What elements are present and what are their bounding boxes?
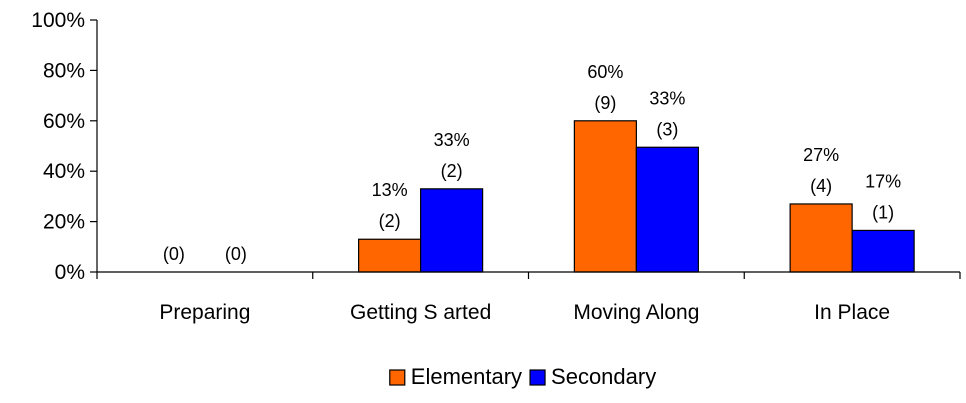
bars bbox=[358, 120, 915, 273]
data-label-count: (2) bbox=[379, 211, 401, 231]
data-label-percent: 27% bbox=[803, 145, 839, 165]
data-label-percent: 33% bbox=[434, 130, 470, 150]
legend-swatch-elementary bbox=[389, 369, 406, 386]
data-label-count: (4) bbox=[810, 176, 832, 196]
data-label-percent: 33% bbox=[649, 88, 685, 108]
data-label-count: (1) bbox=[872, 202, 894, 222]
category-label: Preparing bbox=[159, 301, 250, 324]
bar-secondary bbox=[420, 188, 484, 273]
bar-secondary bbox=[635, 146, 699, 273]
data-label-percent: 13% bbox=[372, 180, 408, 200]
data-label-count: (2) bbox=[441, 161, 463, 181]
category-label: In Place bbox=[814, 301, 890, 324]
data-label-percent: 17% bbox=[865, 171, 901, 191]
data-label-count: (3) bbox=[656, 119, 678, 139]
legend-swatch-secondary bbox=[529, 369, 546, 386]
y-tick-label: 40% bbox=[43, 160, 85, 183]
legend-label-secondary: Secondary bbox=[551, 364, 656, 389]
data-label-count: (0) bbox=[163, 244, 185, 264]
bar-elementary bbox=[358, 238, 422, 273]
category-labels: Preparing Getting S arted Moving Along In P… bbox=[159, 301, 890, 324]
y-tick-label: 80% bbox=[43, 59, 85, 82]
data-label-count: (9) bbox=[594, 93, 616, 113]
legend-label-elementary: Elementary bbox=[411, 364, 522, 389]
y-tick-label: 20% bbox=[43, 211, 85, 234]
y-axis-ticks: 0% 20% 40% 60% 80% 100% bbox=[31, 9, 97, 284]
bar-elementary bbox=[789, 203, 853, 273]
axes bbox=[96, 20, 961, 279]
category-label: Getting S arted bbox=[350, 301, 491, 324]
y-tick-label: 0% bbox=[55, 261, 85, 284]
bar-elementary bbox=[573, 120, 637, 273]
legend: Elementary Secondary bbox=[389, 364, 656, 389]
data-label-count: (0) bbox=[225, 244, 247, 264]
y-tick-label: 100% bbox=[31, 9, 85, 32]
data-label-percent: 60% bbox=[587, 62, 623, 82]
y-tick-label: 60% bbox=[43, 110, 85, 133]
category-label: Moving Along bbox=[573, 301, 699, 324]
data-labels: (0) (0) (2) 13% (2) 33% (9) 60% (3) 33% (4) 27% (1) 1… bbox=[163, 62, 901, 264]
bar-secondary bbox=[851, 229, 915, 273]
